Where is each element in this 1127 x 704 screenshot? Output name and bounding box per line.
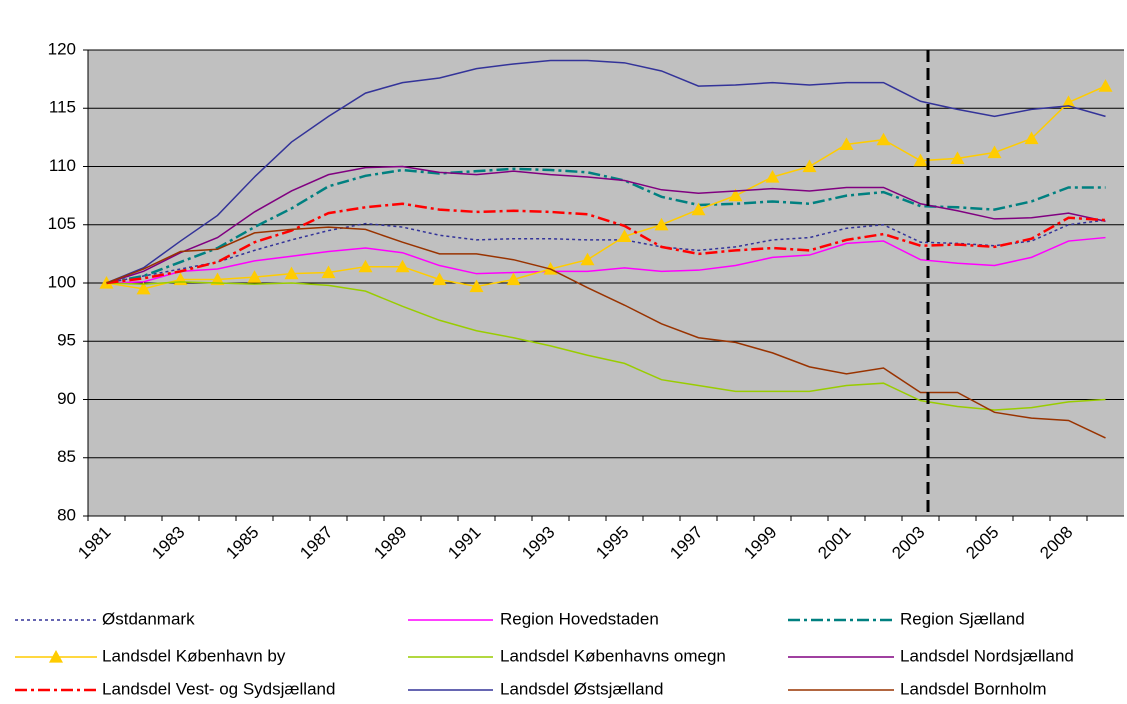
- marker: [950, 151, 965, 164]
- series-line: [106, 167, 1106, 285]
- x-tick-label: 2001: [814, 523, 854, 563]
- x-tick-label: 1985: [222, 523, 262, 563]
- marker: [654, 217, 669, 231]
- series-line: [106, 165, 1106, 284]
- legend-label: Region Hovedstaden: [500, 609, 659, 628]
- x-tick-label: 1987: [296, 523, 336, 563]
- marker: [839, 137, 854, 150]
- legend: Østdanmark Region Hovedstaden Region Sjæll…: [15, 609, 1074, 698]
- marker: [469, 279, 484, 293]
- marker: [691, 202, 706, 216]
- legend-label: Landsdel Københavns omegn: [500, 646, 726, 665]
- legend-label: Landsdel Østsjælland: [500, 679, 663, 698]
- y-tick-label: 115: [49, 98, 76, 117]
- marker: [913, 153, 928, 167]
- marker: [802, 159, 817, 173]
- marker: [395, 259, 410, 273]
- marker: [987, 145, 1002, 159]
- marker: [136, 281, 151, 295]
- marker: [358, 259, 373, 273]
- marker: [321, 265, 336, 279]
- series-line: [106, 281, 1106, 411]
- series-line: [106, 236, 1106, 284]
- y-tick-label: 90: [57, 389, 76, 408]
- marker: [432, 272, 447, 286]
- series-line: [106, 226, 1106, 439]
- marker: [1061, 95, 1076, 109]
- x-tick-label: 1991: [444, 523, 484, 563]
- legend-label: Landsdel Vest- og Sydsjælland: [102, 679, 335, 698]
- x-tick-label: 1983: [148, 523, 188, 563]
- marker: [1098, 79, 1113, 92]
- marker: [876, 132, 891, 146]
- legend-label: Østdanmark: [102, 609, 195, 628]
- y-tick-label: 110: [49, 156, 76, 175]
- marker: [728, 188, 743, 202]
- marker: [247, 270, 262, 283]
- x-tick-label: 2005: [962, 523, 1002, 563]
- marker: [617, 229, 632, 242]
- y-tick-label: 105: [48, 214, 76, 233]
- x-tick-label: 1989: [370, 523, 410, 563]
- y-tick-label: 95: [57, 331, 76, 350]
- series-lines: [99, 59, 1113, 439]
- x-tick-label: 1999: [740, 523, 780, 563]
- legend-label: Landsdel København by: [102, 646, 286, 665]
- marker: [765, 169, 780, 183]
- marker: [284, 266, 299, 280]
- y-tick-label: 120: [48, 39, 76, 58]
- series-line: [106, 85, 1106, 290]
- legend-marker: [49, 650, 63, 663]
- x-tick-label: 1995: [592, 523, 632, 563]
- legend-label: Region Sjælland: [900, 609, 1025, 628]
- x-tick-label: 2003: [888, 523, 928, 563]
- marker: [1024, 131, 1039, 145]
- y-tick-label: 100: [48, 272, 76, 291]
- x-tick-label: 1993: [518, 523, 558, 563]
- marker: [580, 252, 595, 266]
- series-line: [106, 202, 1106, 285]
- x-tick-label: 1997: [666, 523, 706, 563]
- x-tick-label: 2008: [1036, 523, 1076, 563]
- legend-label: Landsdel Nordsjælland: [900, 646, 1074, 665]
- marker: [506, 272, 521, 286]
- series-line: [106, 59, 1106, 284]
- y-tick-label: 85: [57, 447, 76, 466]
- y-tick-label: 80: [57, 505, 76, 524]
- x-tick-label: 1981: [74, 523, 114, 563]
- series-line: [106, 219, 1106, 284]
- legend-label: Landsdel Bornholm: [900, 679, 1046, 698]
- marker: [210, 272, 225, 286]
